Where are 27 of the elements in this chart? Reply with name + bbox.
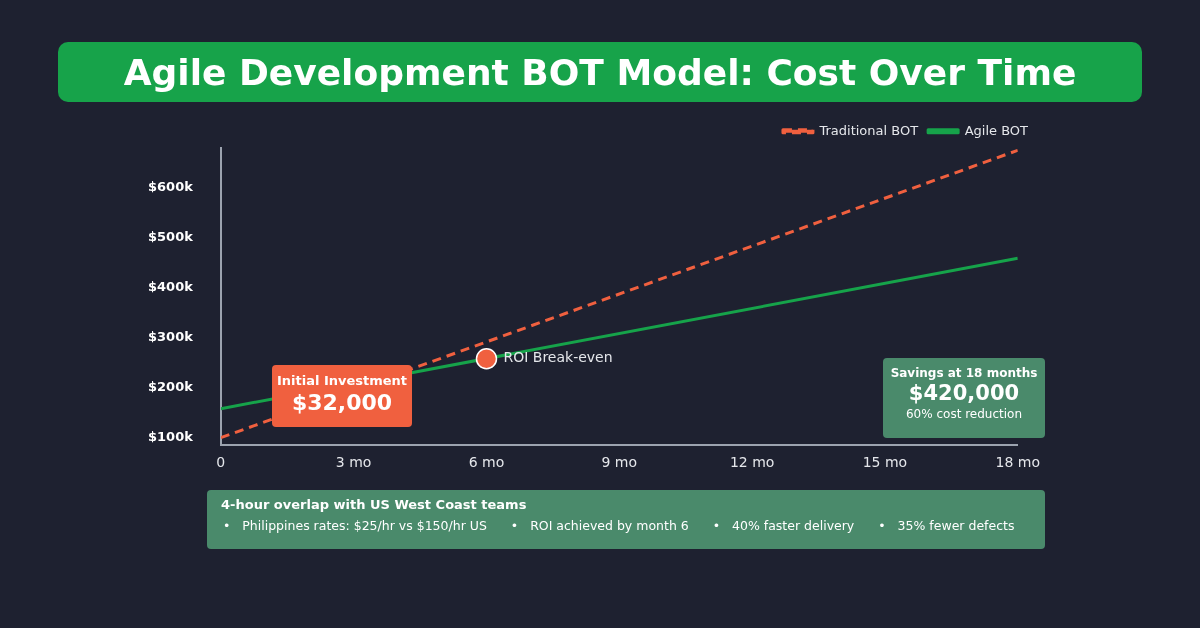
y-tick-label: $100k xyxy=(148,429,194,445)
y-tick-label: $400k xyxy=(148,279,194,295)
text: • 40% faster delivery xyxy=(712,518,855,533)
text: • 35% fewer defects xyxy=(878,518,1015,533)
chart-title: Agile Development BOT Model: Cost Over Time xyxy=(58,42,1142,102)
annotation: 60% cost reduction xyxy=(904,407,1024,421)
annotation: Initial Investment xyxy=(275,373,409,388)
y-tick-label: $600k xyxy=(148,179,194,195)
x-tick-label: 0 xyxy=(216,454,226,471)
x-tick-label: 9 mo xyxy=(601,454,638,471)
annotation: ROI Break-even xyxy=(503,349,613,366)
y-tick-label: $300k xyxy=(148,329,194,345)
x-tick-label: 12 mo xyxy=(729,454,775,471)
annotation: $420,000 xyxy=(907,381,1021,405)
text: • Philippines rates: $25/hr vs $150/hr US xyxy=(223,518,487,533)
annotation: Savings at 18 months xyxy=(889,366,1039,380)
text: 4-hour overlap with US West Coast teams xyxy=(221,497,528,512)
x-tick-label: 15 mo xyxy=(862,454,908,471)
legend-label: Traditional BOT xyxy=(818,122,919,138)
legend-label: Agile BOT xyxy=(964,122,1029,138)
x-tick-label: 18 mo xyxy=(995,454,1040,471)
x-tick-label: 6 mo xyxy=(468,454,505,471)
y-tick-label: $500k xyxy=(148,229,194,245)
y-tick-label: $200k xyxy=(148,379,194,395)
annotation: $32,000 xyxy=(290,390,394,415)
x-tick-label: 3 mo xyxy=(335,454,372,471)
text: • ROI achieved by month 6 xyxy=(510,518,689,533)
